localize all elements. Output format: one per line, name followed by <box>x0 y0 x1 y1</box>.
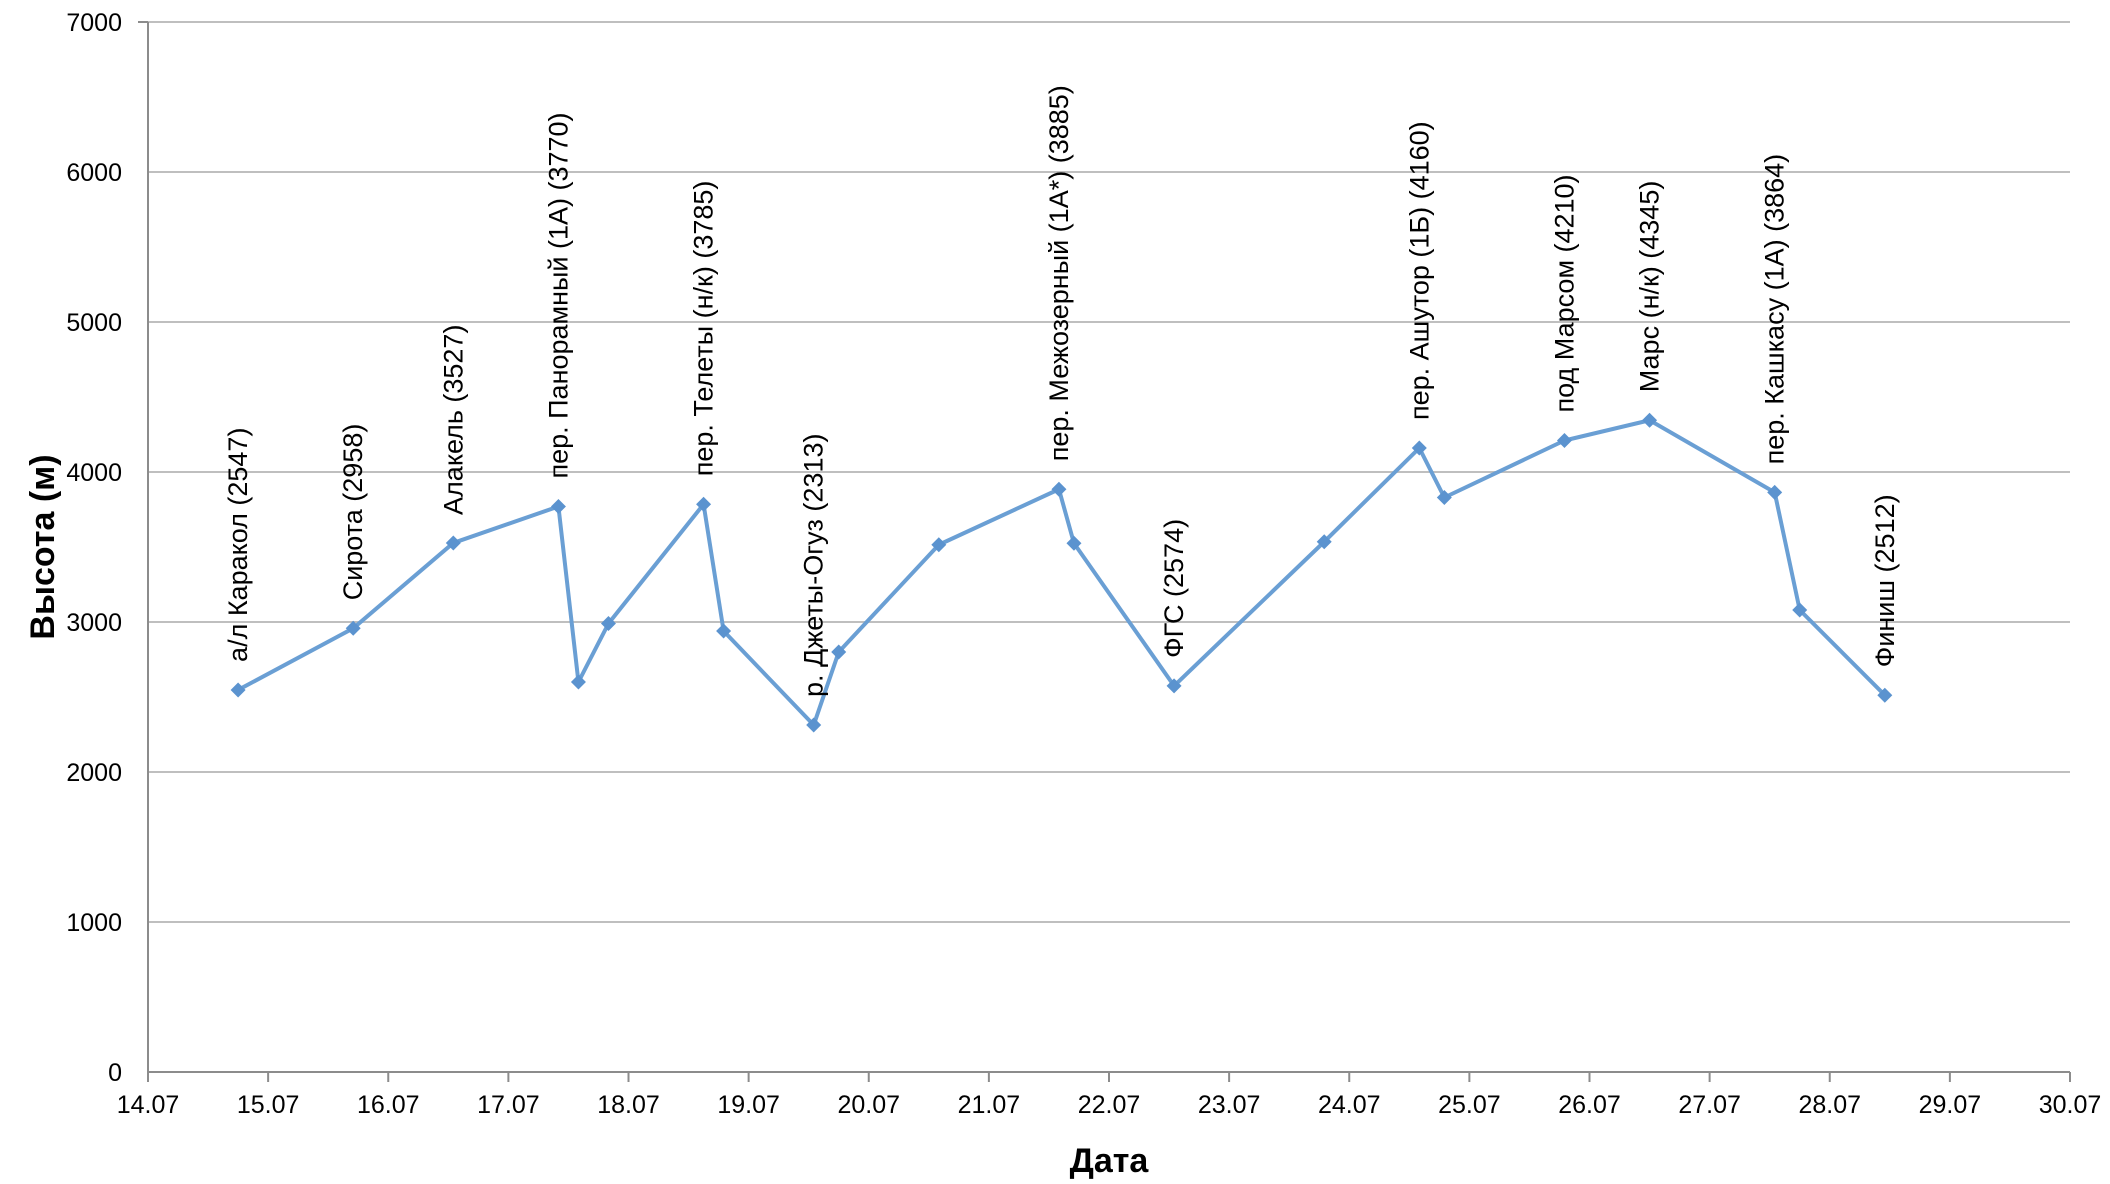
point-annotation: Сирота (2958) <box>338 424 368 601</box>
point-annotation: пер. Панорамный (1А) (3770) <box>543 112 573 478</box>
y-tick-label: 0 <box>108 1059 122 1087</box>
data-point-marker <box>1437 490 1452 505</box>
x-tick-label: 14.07 <box>117 1091 180 1119</box>
x-tick-label: 21.07 <box>958 1091 1021 1119</box>
data-point-marker <box>1557 433 1572 448</box>
y-tick-labels: 0 1000 2000 3000 4000 5000 6000 7000 <box>66 9 122 1087</box>
y-axis-title: Высота (м) <box>24 454 62 639</box>
x-tick-label: 16.07 <box>357 1091 420 1119</box>
y-tick-label: 3000 <box>66 609 122 637</box>
data-point-marker <box>551 499 566 514</box>
x-tick-label: 29.07 <box>1919 1091 1982 1119</box>
x-tick-label: 30.07 <box>2039 1091 2102 1119</box>
data-point-marker <box>571 675 586 690</box>
x-tick-label: 20.07 <box>837 1091 900 1119</box>
data-point-marker <box>231 682 246 697</box>
x-tick-label: 24.07 <box>1318 1091 1381 1119</box>
point-annotation: пер. Телеты (н/к) (3785) <box>689 181 719 477</box>
series-line <box>238 420 1885 725</box>
y-tick-label: 5000 <box>66 309 122 337</box>
x-tick-label: 25.07 <box>1438 1091 1501 1119</box>
data-point-marker <box>1051 482 1066 497</box>
point-annotation: пер. Кашкасу (1А) (3864) <box>1760 154 1790 465</box>
x-tick-label: 27.07 <box>1678 1091 1741 1119</box>
x-tick-label: 22.07 <box>1078 1091 1141 1119</box>
point-annotations: а/л Каракол (2547) Сирота (2958) Алакель (… <box>223 85 1900 697</box>
x-tick-label: 17.07 <box>477 1091 540 1119</box>
x-tick-label: 19.07 <box>717 1091 780 1119</box>
y-tick-label: 7000 <box>66 9 122 37</box>
y-tick-label: 1000 <box>66 909 122 937</box>
point-annotation: Алакель (3527) <box>438 325 468 515</box>
y-tick-label: 6000 <box>66 159 122 187</box>
x-tick-labels: 14.07 15.07 16.07 17.07 18.07 19.07 20.07 21.07… <box>117 1091 2102 1119</box>
point-annotation: пер. Ашутор (1Б) (4160) <box>1404 121 1434 420</box>
y-tick-label: 4000 <box>66 459 122 487</box>
point-annotation: Финиш (2512) <box>1870 494 1900 667</box>
x-tick-label: 18.07 <box>597 1091 660 1119</box>
y-tick-label: 2000 <box>66 759 122 787</box>
point-annotation: под Марсом (4210) <box>1549 174 1579 412</box>
x-tick-label: 26.07 <box>1558 1091 1621 1119</box>
x-tick-label: 23.07 <box>1198 1091 1261 1119</box>
point-annotation: р. Джеты-Огуз (2313) <box>799 434 829 698</box>
point-annotation: пер. Межозерный (1А*) (3885) <box>1044 85 1074 461</box>
x-tick-label: 28.07 <box>1798 1091 1861 1119</box>
point-annotation: Марс (н/к) (4345) <box>1635 181 1665 393</box>
x-tick-label: 15.07 <box>237 1091 300 1119</box>
point-annotation: ФГС (2574) <box>1159 519 1189 658</box>
series-line-path <box>238 420 1885 725</box>
x-axis-title: Дата <box>1070 1142 1150 1180</box>
point-annotation: а/л Каракол (2547) <box>223 428 253 662</box>
